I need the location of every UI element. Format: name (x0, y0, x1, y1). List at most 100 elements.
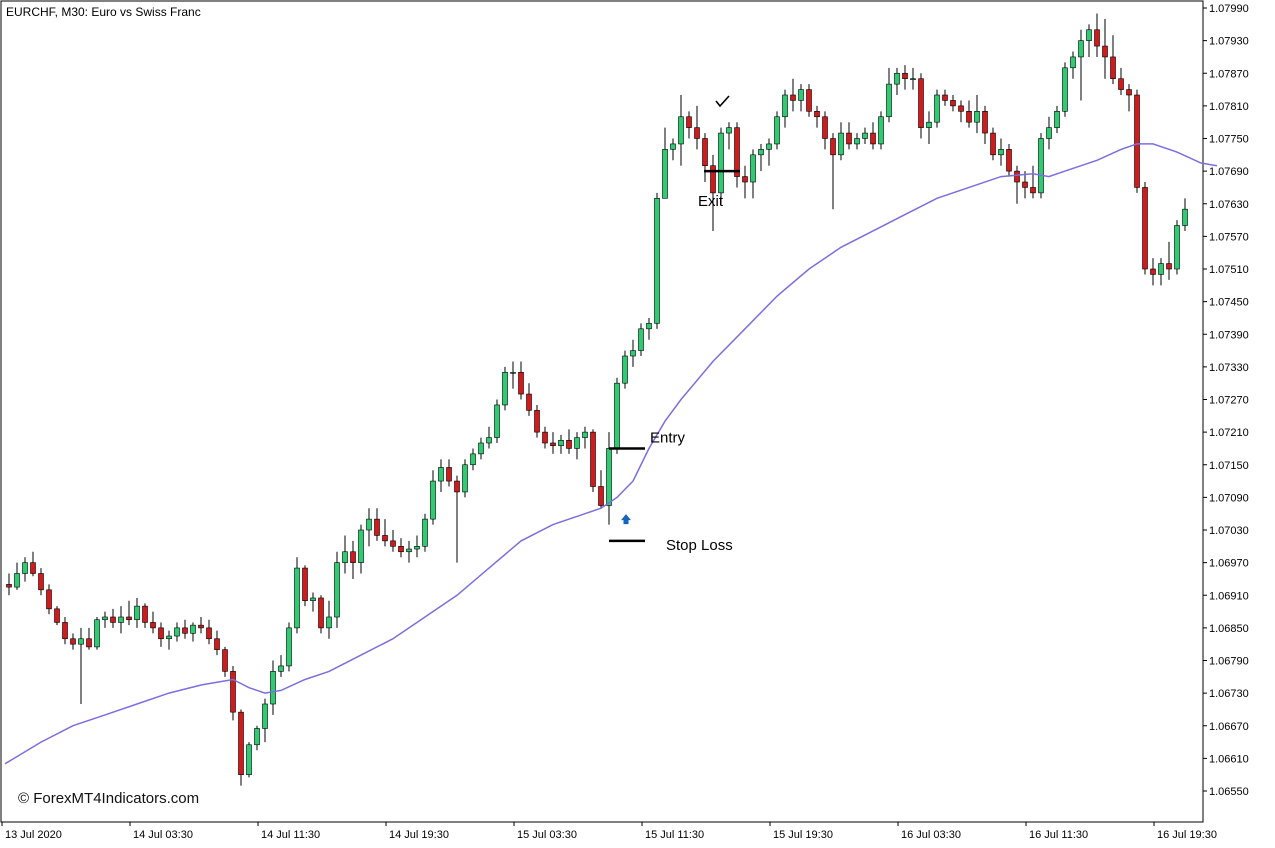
bull-candle-body (1046, 127, 1052, 139)
bear-candle-body (198, 624, 204, 629)
bear-candle-body (1014, 170, 1020, 183)
bear-candle-body (966, 111, 972, 123)
candle (214, 630, 220, 656)
candle (470, 448, 476, 471)
buy-arrow-icon (621, 514, 631, 525)
bear-candle-body (534, 410, 540, 433)
bear-candle-body (222, 649, 228, 672)
candle (326, 600, 332, 639)
bull-candle-body (758, 149, 764, 156)
candle (598, 470, 604, 509)
candle (1182, 198, 1188, 231)
y-tick-label: 1.06730 (1209, 688, 1249, 700)
candle (942, 89, 948, 106)
bear-candle-body (1006, 149, 1012, 172)
bear-candle-body (1022, 181, 1028, 188)
bull-candle-body (406, 548, 412, 553)
y-tick-label: 1.06970 (1209, 558, 1249, 570)
bull-candle-body (494, 404, 500, 438)
candle (142, 603, 148, 628)
bear-candle-body (382, 535, 388, 542)
candle (262, 698, 268, 743)
candle (614, 377, 620, 454)
stop-loss-label: Stop Loss (666, 537, 733, 554)
bull-candle-body (718, 132, 724, 194)
bull-candle-body (774, 116, 780, 145)
y-tick-label: 1.07810 (1209, 101, 1249, 113)
bull-candle-body (614, 382, 620, 449)
candle (694, 105, 700, 150)
candle (566, 429, 572, 454)
candle (822, 111, 828, 150)
candle (1014, 165, 1020, 204)
chart-plot-area (0, 0, 1204, 823)
bear-candle-body (70, 638, 76, 645)
candle (294, 557, 300, 634)
bear-candle-body (710, 165, 716, 194)
candle (6, 573, 12, 596)
price-axis: 1.07990 1.07930 1.07870 1.07810 1.07750 1.076… (1203, 3, 1249, 798)
bull-candle-body (486, 437, 492, 444)
bull-candle-body (78, 638, 84, 645)
bear-candle-body (686, 116, 692, 128)
bear-candle-body (30, 562, 36, 574)
bear-candle-body (902, 72, 908, 79)
bear-candle-body (1142, 187, 1148, 270)
candle (110, 608, 116, 628)
bear-candle-body (518, 372, 524, 395)
bull-candle-body (190, 624, 196, 634)
bear-candle-body (566, 439, 572, 449)
bear-candle-body (590, 431, 596, 487)
y-tick-label: 1.06850 (1209, 623, 1249, 635)
candle (166, 630, 172, 650)
bear-candle-body (526, 393, 532, 411)
candle (62, 617, 68, 645)
bear-candle-body (6, 584, 12, 588)
bear-candle-body (142, 605, 148, 623)
candle (750, 149, 756, 199)
bear-candle-body (1166, 263, 1172, 270)
bear-candle-body (846, 132, 852, 145)
candle (902, 65, 908, 90)
bear-candle-body (302, 567, 308, 601)
y-tick-label: 1.07030 (1209, 525, 1249, 537)
candle (270, 660, 276, 715)
bull-candle-body (886, 83, 892, 118)
exit-label: Exit (698, 193, 724, 210)
bull-candle-body (286, 627, 292, 667)
candle (798, 84, 804, 112)
watermark: © ForexMT4Indicators.com (18, 790, 199, 807)
candle (54, 606, 60, 626)
bear-candle-body (734, 127, 740, 177)
bull-candle-body (1086, 29, 1092, 41)
candle (1174, 220, 1180, 275)
bear-candle-body (62, 622, 68, 640)
bull-candle-body (310, 597, 316, 601)
candle (774, 111, 780, 150)
bull-candle-body (478, 442, 484, 455)
bear-candle-body (870, 132, 876, 145)
y-tick-label: 1.07090 (1209, 492, 1249, 504)
bull-candle-body (278, 665, 284, 672)
candle (462, 459, 468, 498)
bull-candle-body (1158, 263, 1164, 275)
candle (990, 127, 996, 161)
bear-candle-body (126, 616, 132, 621)
bear-candle-body (1094, 29, 1100, 47)
bull-candle-body (254, 728, 260, 746)
candle (782, 89, 788, 128)
bear-candle-body (950, 100, 956, 107)
bull-candle-body (862, 132, 868, 139)
y-tick-label: 1.07210 (1209, 427, 1249, 439)
bear-candle-body (182, 627, 188, 634)
candle (590, 429, 596, 492)
bull-candle-body (414, 546, 420, 550)
bull-candle-body (678, 116, 684, 145)
candle (46, 584, 52, 615)
candle (630, 339, 636, 367)
candle (758, 143, 764, 172)
candle (886, 67, 892, 123)
bull-candle-body (854, 138, 860, 145)
candle (446, 459, 452, 487)
